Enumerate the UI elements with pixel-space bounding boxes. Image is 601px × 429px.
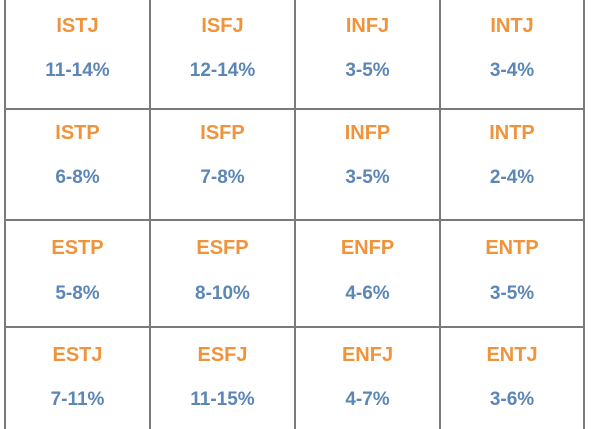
percent-value: 3-5% [345, 60, 390, 81]
percent-value: 5-8% [55, 283, 100, 304]
grid-line-vertical-2 [294, 0, 296, 429]
type-label: ENTJ [486, 344, 538, 366]
cell-infj: INFJ 3-5% [296, 0, 439, 108]
type-label: INFP [344, 122, 391, 144]
type-label: ENFP [340, 237, 395, 259]
grid-line-outer-right [583, 0, 585, 429]
type-label: INTJ [490, 15, 534, 37]
grid-line-horizontal-2 [4, 219, 585, 221]
type-label: INTP [489, 122, 535, 144]
grid-line-outer-left [4, 0, 6, 429]
percent-value: 11-14% [45, 60, 110, 81]
type-label: ESFP [196, 237, 249, 259]
percent-value: 3-6% [489, 389, 535, 410]
cell-estj: ESTJ 7-11% [6, 328, 149, 429]
mbti-distribution-table: ISTJ 11-14% ISFJ 12-14% INFJ 3-5% INTJ 3… [4, 0, 585, 429]
percent-value: 2-4% [489, 167, 535, 188]
cell-istj: ISTJ 11-14% [6, 0, 149, 108]
cell-enfj: ENFJ 4-7% [296, 328, 439, 429]
percent-value: 3-4% [489, 60, 535, 81]
cell-entj: ENTJ 3-6% [441, 328, 583, 429]
type-label: INFJ [345, 15, 390, 37]
percent-value: 3-5% [489, 283, 535, 304]
percent-value: 7-8% [200, 167, 245, 188]
type-label: ISTP [55, 122, 100, 144]
type-label: ENFJ [341, 344, 394, 366]
cell-istp: ISTP 6-8% [6, 110, 149, 219]
percent-value: 7-11% [50, 389, 105, 410]
cell-esfp: ESFP 8-10% [151, 221, 294, 326]
cell-estp: ESTP 5-8% [6, 221, 149, 326]
cell-esfj: ESFJ 11-15% [151, 328, 294, 429]
type-label: ESTJ [52, 344, 103, 366]
type-label: ENTP [485, 237, 539, 259]
percent-value: 6-8% [55, 167, 100, 188]
cell-isfj: ISFJ 12-14% [151, 0, 294, 108]
percent-value: 3-5% [345, 167, 390, 188]
percent-value: 4-6% [345, 283, 390, 304]
percent-value: 11-15% [190, 389, 255, 410]
cell-enfp: ENFP 4-6% [296, 221, 439, 326]
type-label: ISFJ [201, 15, 244, 37]
grid-line-vertical-1 [149, 0, 151, 429]
cell-infp: INFP 3-5% [296, 110, 439, 219]
cell-intj: INTJ 3-4% [441, 0, 583, 108]
cell-isfp: ISFP 7-8% [151, 110, 294, 219]
percent-value: 12-14% [189, 60, 256, 81]
type-label: ISTJ [56, 15, 99, 37]
grid-line-horizontal-3 [4, 326, 585, 328]
grid-line-vertical-3 [439, 0, 441, 429]
cell-entp: ENTP 3-5% [441, 221, 583, 326]
type-label: ESTP [51, 237, 104, 259]
type-label: ISFP [200, 122, 245, 144]
cell-intp: INTP 2-4% [441, 110, 583, 219]
type-label: ESFJ [197, 344, 248, 366]
percent-value: 4-7% [345, 389, 390, 410]
percent-value: 8-10% [195, 283, 250, 304]
grid-line-horizontal-1 [4, 108, 585, 110]
